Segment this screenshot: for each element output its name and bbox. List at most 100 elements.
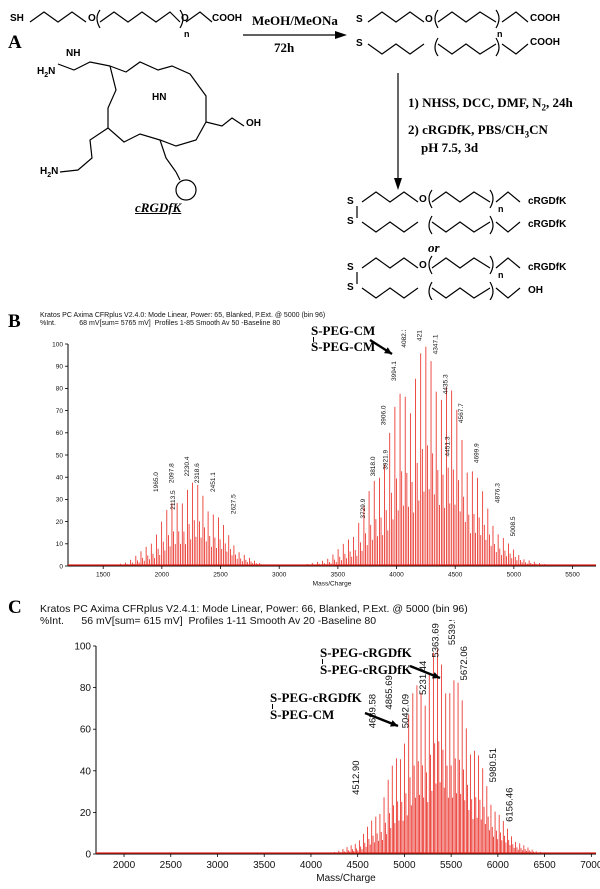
peak-label: 2230.4: [184, 456, 191, 476]
peptide-asp-chain: [205, 117, 245, 127]
y-tick-label: 100: [52, 341, 63, 348]
step2-line1: 1) NHSS, DCC, DMF, N2, 24h: [408, 95, 573, 113]
peak-label: 5980.51: [488, 748, 499, 782]
y-tick-label: 90: [56, 363, 64, 370]
annotation-arrowhead: [432, 672, 440, 679]
y-tick-label: 80: [80, 683, 92, 694]
step2-line3: pH 7.5, 3d: [421, 140, 479, 155]
x-tick-label: 4500: [347, 860, 370, 871]
peak-label: 5042.09: [400, 694, 411, 728]
panel-a-letter: A: [8, 32, 22, 53]
y-tick-label: 60: [56, 430, 64, 437]
annotation-arrowhead: [384, 347, 392, 354]
peptide-oh: OH: [246, 118, 261, 129]
reactant-chain: [29, 11, 87, 23]
panel-c-annotation2-bond: [272, 704, 273, 709]
mass-spectrum-c: 0 20 40 60 80 100 2000 2500 3000 3500 4000 4500 5000…: [74, 620, 600, 884]
product2-s1: S: [347, 262, 354, 273]
x-tick-label: 2000: [155, 572, 170, 579]
peak-label: 3994.1: [391, 361, 398, 381]
panel-c-annotation1-1: S-PEG-cRGDfK: [320, 645, 412, 660]
product2-tail2: OH: [528, 285, 543, 296]
peak-label: 5672.06: [459, 646, 470, 680]
x-tick-label: 6000: [487, 860, 510, 871]
panel-b-header-1: Kratos PC Axima CFRplus V2.4.0: Mode Lin…: [40, 312, 326, 319]
x-tick-label: 2000: [113, 860, 136, 871]
step1-reagent: MeOH/MeONa: [252, 13, 338, 28]
disulfide-s1: S: [356, 14, 363, 25]
peptide-arg-chain: [57, 61, 111, 71]
peptide-lys-chain: [59, 127, 109, 173]
peak-label: 4699.9: [474, 443, 481, 463]
y-tick-label: 40: [56, 474, 64, 481]
reactant-sh: SH: [10, 13, 24, 24]
product2-s2: S: [347, 282, 354, 293]
y-tick-label: 30: [56, 497, 64, 504]
peak-label: 6156.46: [504, 788, 515, 822]
peak-label: 4214.7: [417, 330, 424, 341]
peptide-phe-chain: [159, 139, 177, 173]
peak-label: 4435.3: [443, 374, 450, 394]
x-tick-label: 4000: [389, 572, 404, 579]
peak-label: 4512.90: [351, 760, 362, 794]
panel-b-annotation-2: S-PEG-CM: [311, 339, 376, 354]
y-tick-label: 80: [56, 386, 64, 393]
panel-c-letter: C: [8, 597, 22, 618]
peak-label: 1965.0: [153, 472, 160, 492]
product1-o: O: [419, 194, 427, 205]
peak-label: 4451.3: [444, 436, 451, 456]
peak-label: 3729.9: [360, 498, 367, 518]
y-tick-label: 50: [56, 452, 64, 459]
x-axis-label: Mass/Charge: [316, 873, 376, 884]
y-tick-label: 40: [80, 766, 92, 777]
panel-b-header-2: %Int. 68 mV[sum= 5765 mV] Profiles 1-85 …: [40, 320, 281, 327]
x-tick-label: 2500: [160, 860, 183, 871]
peak-label: 2318.6: [194, 463, 201, 483]
peak-label: 2113.5: [170, 490, 177, 510]
panel-c-annotation1-bond: [322, 659, 323, 664]
y-tick-label: 20: [80, 808, 92, 819]
peak-label: 5539.92: [447, 620, 458, 645]
peak-label: 2627.5: [230, 494, 237, 514]
x-tick-label: 5000: [507, 572, 522, 579]
y-tick-label: 70: [56, 408, 64, 415]
reactant-o2: O: [181, 13, 189, 24]
disulfide-n: n: [497, 29, 503, 39]
peptide-h2n: H2N: [37, 66, 56, 79]
y-tick-label: 20: [56, 519, 64, 526]
panel-b-annotation-bond: [313, 337, 314, 342]
peak-label: 4876.3: [494, 483, 501, 503]
product2-n: n: [498, 270, 504, 280]
product1-n: n: [498, 204, 504, 214]
x-tick-label: 5500: [565, 572, 580, 579]
peak-label: 3818.0: [370, 456, 377, 476]
step2-line2: 2) cRGDfK, PBS/CH3CN: [408, 122, 548, 140]
reactant-bracket: [96, 9, 184, 29]
x-tick-label: 2500: [213, 572, 228, 579]
product1-tail2: cRGDfK: [528, 219, 567, 230]
x-tick-label: 4500: [448, 572, 463, 579]
x-tick-label: 5000: [393, 860, 416, 871]
peptide-ring: [107, 61, 207, 147]
peak-label: 5363.69: [430, 623, 441, 657]
annotation-arrowhead: [390, 720, 398, 727]
x-tick-label: 1500: [96, 572, 111, 579]
reactant-n: n: [184, 29, 190, 39]
y-tick-label: 0: [85, 850, 91, 861]
panel-b-letter: B: [8, 311, 21, 332]
peptide-h2n-lys: H2N: [40, 166, 59, 179]
product1-s1: S: [347, 196, 354, 207]
product1-tail1: cRGDfK: [528, 196, 567, 207]
disulfide-cooh-1: COOH: [530, 13, 560, 24]
peak-label: 2451.1: [210, 472, 217, 492]
peak-label: 4347.1: [432, 334, 439, 354]
reactant-cooh: COOH: [212, 13, 242, 24]
panel-b-annotation-1: S-PEG-CM: [311, 323, 376, 338]
panel-c-annotation1-2: S-PEG-cRGDfK: [320, 662, 412, 677]
product2-tail1: cRGDfK: [528, 262, 567, 273]
x-tick-label: 3000: [272, 572, 287, 579]
x-tick-label: 3500: [331, 572, 346, 579]
product1-s2: S: [347, 216, 354, 227]
reactant-o1: O: [88, 13, 96, 24]
x-tick-label: 5500: [440, 860, 463, 871]
